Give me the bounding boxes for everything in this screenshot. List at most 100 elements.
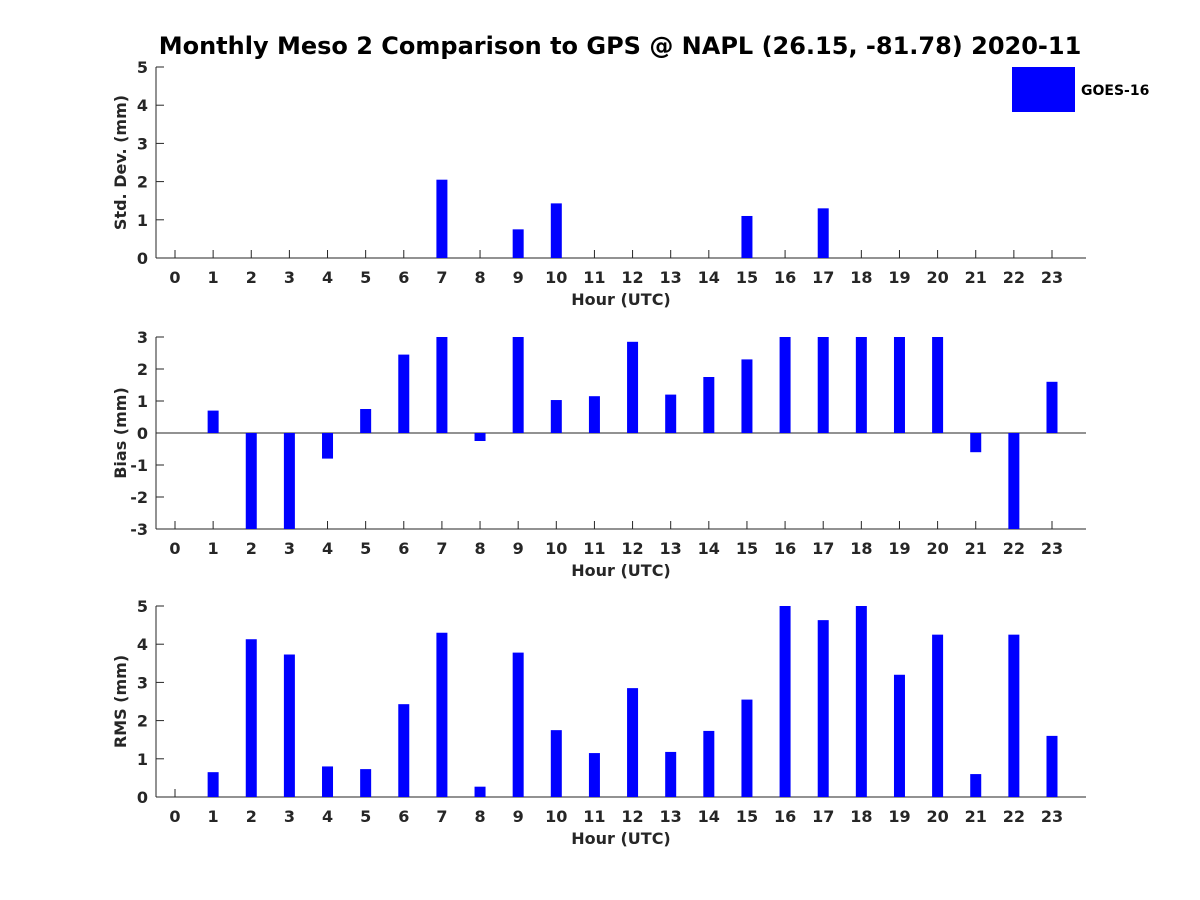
bias-bar bbox=[283, 433, 295, 529]
rms-bar bbox=[627, 688, 639, 797]
bias-xtick-label: 16 bbox=[774, 539, 796, 558]
std-dev-xtick-label: 0 bbox=[169, 268, 180, 287]
std-dev-xtick-label: 9 bbox=[513, 268, 524, 287]
bias-bar bbox=[741, 359, 753, 433]
rms-xtick-label: 19 bbox=[888, 807, 910, 826]
bias-xtick-label: 15 bbox=[736, 539, 758, 558]
rms-bar bbox=[932, 634, 944, 797]
std-dev-xtick-label: 15 bbox=[736, 268, 758, 287]
rms-xtick-label: 21 bbox=[965, 807, 987, 826]
bias-ytick-label: 0 bbox=[137, 424, 148, 443]
bias-xtick-label: 2 bbox=[246, 539, 257, 558]
rms-xtick-label: 9 bbox=[513, 807, 524, 826]
bias-bar bbox=[932, 337, 944, 433]
std-dev-xtick-label: 20 bbox=[926, 268, 948, 287]
rms-ytick-label: 4 bbox=[137, 635, 148, 654]
std-dev-bar bbox=[436, 179, 448, 258]
bias-bar bbox=[512, 337, 524, 433]
bias-xtick-label: 3 bbox=[284, 539, 295, 558]
std-dev-xtick-label: 1 bbox=[208, 268, 219, 287]
std-dev-xtick-label: 19 bbox=[888, 268, 910, 287]
rms-bar bbox=[1046, 735, 1058, 797]
bias-bar bbox=[779, 337, 791, 433]
rms-bar bbox=[817, 620, 829, 797]
bias-ytick-label: 3 bbox=[137, 328, 148, 347]
bias-bar bbox=[436, 337, 448, 433]
rms-bar bbox=[1008, 634, 1020, 797]
bias-xtick-label: 6 bbox=[398, 539, 409, 558]
rms-bar bbox=[245, 639, 257, 797]
bias-bar bbox=[245, 433, 257, 529]
rms-bar bbox=[893, 674, 905, 797]
rms-xtick-label: 18 bbox=[850, 807, 872, 826]
bias-xtick-label: 4 bbox=[322, 539, 333, 558]
rms-xlabel: Hour (UTC) bbox=[571, 829, 671, 848]
rms-xtick-label: 23 bbox=[1041, 807, 1063, 826]
std-dev-xtick-label: 8 bbox=[474, 268, 485, 287]
std-dev-ytick-label: 1 bbox=[137, 211, 148, 230]
bias-xtick-label: 19 bbox=[888, 539, 910, 558]
rms-xtick-label: 6 bbox=[398, 807, 409, 826]
rms-xtick-label: 20 bbox=[926, 807, 948, 826]
std-dev-xtick-label: 13 bbox=[660, 268, 682, 287]
bias-bar bbox=[207, 410, 219, 433]
bias-bar bbox=[360, 409, 372, 433]
rms-xtick-label: 1 bbox=[208, 807, 219, 826]
bias-bar bbox=[893, 337, 905, 433]
bias-xtick-label: 22 bbox=[1003, 539, 1025, 558]
bias-xtick-label: 12 bbox=[621, 539, 643, 558]
bias-ytick-label: -2 bbox=[130, 488, 148, 507]
bias-bar bbox=[1046, 381, 1058, 433]
std-dev-ytick-label: 2 bbox=[137, 173, 148, 192]
chart-title: Monthly Meso 2 Comparison to GPS @ NAPL … bbox=[159, 32, 1082, 60]
bias-xtick-label: 14 bbox=[698, 539, 720, 558]
rms-bar bbox=[398, 704, 410, 797]
rms-ytick-label: 0 bbox=[137, 788, 148, 807]
std-dev-xtick-label: 21 bbox=[965, 268, 987, 287]
rms-bar bbox=[970, 774, 982, 797]
rms-xtick-label: 2 bbox=[246, 807, 257, 826]
rms-xtick-label: 17 bbox=[812, 807, 834, 826]
std-dev-xtick-label: 14 bbox=[698, 268, 720, 287]
bias-xtick-label: 11 bbox=[583, 539, 605, 558]
bias-bar bbox=[855, 337, 867, 433]
rms-bar bbox=[703, 730, 715, 797]
std-dev-xtick-label: 18 bbox=[850, 268, 872, 287]
rms-xtick-label: 12 bbox=[621, 807, 643, 826]
std-dev-xtick-label: 2 bbox=[246, 268, 257, 287]
rms-xtick-label: 3 bbox=[284, 807, 295, 826]
rms-xtick-label: 4 bbox=[322, 807, 333, 826]
bias-xlabel: Hour (UTC) bbox=[571, 561, 671, 580]
std-dev-xtick-label: 16 bbox=[774, 268, 796, 287]
legend: GOES-16 bbox=[1012, 67, 1149, 112]
bias-ylabel: Bias (mm) bbox=[111, 387, 130, 479]
bias-ytick-label: 1 bbox=[137, 392, 148, 411]
rms-xtick-label: 13 bbox=[660, 807, 682, 826]
rms-ytick-label: 2 bbox=[137, 712, 148, 731]
std-dev-ytick-label: 3 bbox=[137, 134, 148, 153]
bias-ytick-label: 2 bbox=[137, 360, 148, 379]
std-dev-xtick-label: 22 bbox=[1003, 268, 1025, 287]
std-dev-ylabel: Std. Dev. (mm) bbox=[111, 95, 130, 230]
std-dev-ytick-label: 5 bbox=[137, 58, 148, 77]
std-dev-xtick-label: 3 bbox=[284, 268, 295, 287]
std-dev-ytick-label: 4 bbox=[137, 96, 148, 115]
bias-xtick-label: 18 bbox=[850, 539, 872, 558]
rms-bar bbox=[436, 632, 448, 797]
bias-xtick-label: 5 bbox=[360, 539, 371, 558]
std-dev-xtick-label: 17 bbox=[812, 268, 834, 287]
std-dev-bar bbox=[512, 229, 524, 258]
legend-label: GOES-16 bbox=[1081, 83, 1149, 99]
rms-bar bbox=[779, 606, 791, 797]
std-dev-bar bbox=[550, 203, 562, 258]
bias-xtick-label: 21 bbox=[965, 539, 987, 558]
rms-xtick-label: 8 bbox=[474, 807, 485, 826]
std-dev-bar bbox=[817, 208, 829, 258]
bias-xtick-label: 8 bbox=[474, 539, 485, 558]
bias-bar bbox=[322, 433, 334, 459]
rms-bar bbox=[665, 751, 677, 797]
